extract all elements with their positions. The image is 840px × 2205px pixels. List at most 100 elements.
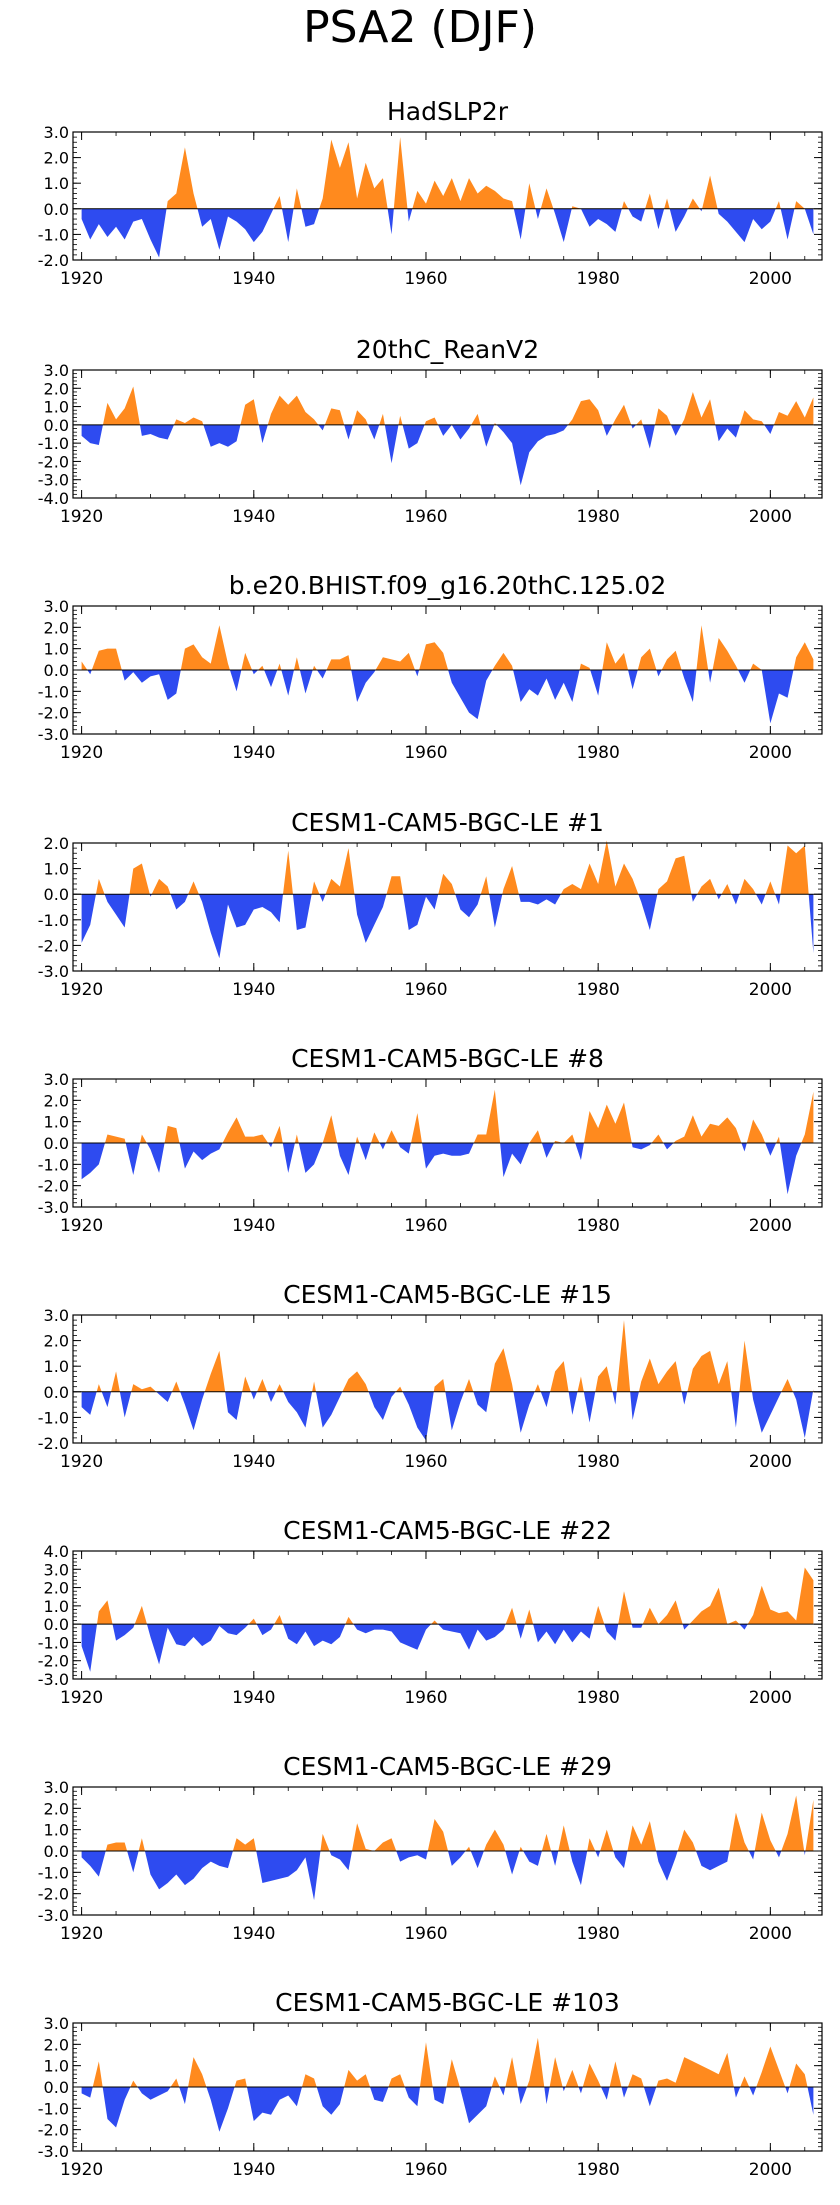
negative-area [81,1143,802,1195]
y-tick-label: -1.0 [38,1633,69,1652]
x-tick-label: 2000 [749,743,792,763]
y-tick-label: -1.0 [38,225,69,244]
positive-area [105,1795,814,1851]
x-tick-label: 1940 [232,743,275,763]
y-tick-label: 2.0 [44,149,69,168]
y-tick-label: 1.0 [44,1113,69,1132]
plot-frame [72,842,823,972]
y-tick-label: 2.0 [44,2035,69,2054]
y-tick-label: 3.0 [44,597,69,616]
x-tick-label: 1920 [60,980,103,1000]
x-tick-label: 1960 [404,743,447,763]
y-tick-label: -2.0 [38,2121,69,2140]
y-tick-label: -2.0 [38,1885,69,1904]
x-tick-label: 1980 [577,980,620,1000]
y-tick-label: 3.0 [44,123,69,142]
x-tick-label: 1920 [60,2160,103,2180]
x-tick-label: 1960 [404,1452,447,1472]
x-tick-label: 1960 [404,980,447,1000]
x-tick-label: 2000 [749,1452,792,1472]
x-tick-label: 2000 [749,507,792,527]
y-tick-label: 4.0 [44,1542,69,1561]
positive-area [104,1089,814,1143]
y-tick-label: 3.0 [44,2014,69,2033]
x-tick-label: 1960 [404,1216,447,1236]
x-tick-label: 2000 [749,269,792,289]
positive-area [81,625,814,670]
negative-area [81,1624,748,1672]
chart-title: CESM1-CAM5-BGC-LE #1 [291,808,604,837]
y-tick-label: -1.0 [38,1155,69,1174]
y-tick-label: 1.0 [44,640,69,659]
y-tick-label: 3.0 [44,361,69,380]
x-tick-label: 1960 [404,507,447,527]
x-tick-label: 1980 [577,507,620,527]
chart-title: CESM1-CAM5-BGC-LE #22 [283,1516,612,1545]
y-tick-label: 0.0 [44,2078,69,2097]
y-tick-label: 2.0 [44,834,69,853]
chart-title: CESM1-CAM5-BGC-LE #8 [291,1044,604,1073]
x-tick-label: 1940 [232,269,275,289]
y-tick-label: -1.0 [38,1863,69,1882]
y-tick-label: -3.0 [38,2142,69,2161]
x-tick-label: 1940 [232,2160,275,2180]
chart-title: CESM1-CAM5-BGC-LE #103 [275,1988,620,2017]
y-tick-label: 0.0 [44,1134,69,1153]
y-tick-label: 1.0 [44,1821,69,1840]
chart-4: CESM1-CAM5-BGC-LE #1 -3.0 -2.0 -1.0 0.0 1.0 2.… [38,808,823,1000]
y-tick-label: 1.0 [44,2057,69,2076]
y-tick-label: -3.0 [38,725,69,744]
chart-9: CESM1-CAM5-BGC-LE #103 -3.0 -2.0 -1.0 0.0 1.0… [38,1988,823,2180]
x-tick-label: 1980 [577,743,620,763]
x-tick-label: 1960 [404,1924,447,1944]
x-tick-label: 2000 [749,1216,792,1236]
y-tick-label: 2.0 [44,1332,69,1351]
chart-title: b.e20.BHIST.f09_g16.20thC.125.02 [229,571,666,600]
y-tick-label: 1.0 [44,1357,69,1376]
y-tick-label: -2.0 [38,936,69,955]
negative-area [81,208,814,258]
x-tick-label: 1940 [232,1216,275,1236]
y-tick-label: 2.0 [44,379,69,398]
x-tick-label: 1980 [577,1924,620,1944]
x-tick-label: 1920 [60,743,103,763]
chart-title: CESM1-CAM5-BGC-LE #15 [283,1280,612,1309]
negative-area [81,894,814,959]
chart-5: CESM1-CAM5-BGC-LE #8 -3.0 -2.0 -1.0 0.0 1.0 2.… [38,1044,823,1236]
y-tick-label: 2.0 [44,1091,69,1110]
y-tick-label: -1.0 [38,1408,69,1427]
x-tick-label: 1960 [404,1688,447,1708]
x-tick-label: 1940 [232,980,275,1000]
y-tick-label: 3.0 [44,1070,69,1089]
y-tick-label: 0.0 [44,1615,69,1634]
x-tick-label: 1960 [404,2160,447,2180]
positive-area [95,840,809,895]
y-tick-label: 0.0 [44,661,69,680]
y-tick-label: 3.0 [44,1306,69,1325]
y-tick-label: -1.0 [38,911,69,930]
chart-7: CESM1-CAM5-BGC-LE #22-3.0-2.0-1.00.01.02… [38,1516,823,1708]
y-tick-label: -3.0 [38,962,69,981]
chart-title: CESM1-CAM5-BGC-LE #29 [283,1752,612,1781]
y-tick-label: 1.0 [44,174,69,193]
x-tick-label: 2000 [749,2160,792,2180]
plot-frame [72,369,823,499]
y-tick-label: 2.0 [44,1579,69,1598]
plot-frame [72,1314,823,1444]
chart-3: b.e20.BHIST.f09_g16.20thC.125.02 -3.0 -2.0… [38,571,823,763]
chart-title: HadSLP2r [387,97,509,126]
y-tick-label: -1.0 [38,2099,69,2118]
x-tick-label: 1920 [60,507,103,527]
plot-frame [72,1550,823,1680]
x-tick-label: 1920 [60,1216,103,1236]
y-tick-label: -3.0 [38,1670,69,1689]
chart-6: CESM1-CAM5-BGC-LE #15 -2.0 -1.0 0.0 1.0 2.0 3.… [38,1280,823,1472]
positive-area [97,1567,814,1625]
y-tick-label: -4.0 [38,489,69,508]
negative-area [81,424,774,486]
x-tick-label: 2000 [749,980,792,1000]
y-tick-label: -1.0 [38,682,69,701]
y-tick-label: -2.0 [38,704,69,723]
positive-area [96,1320,814,1392]
y-tick-label: -3.0 [38,1198,69,1217]
